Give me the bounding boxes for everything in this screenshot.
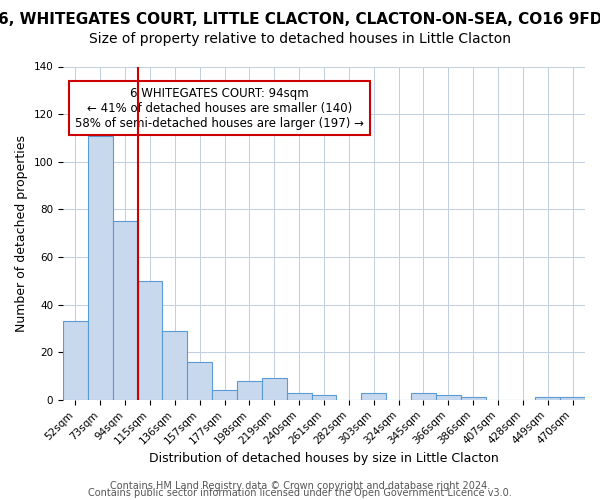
- X-axis label: Distribution of detached houses by size in Little Clacton: Distribution of detached houses by size …: [149, 452, 499, 465]
- Y-axis label: Number of detached properties: Number of detached properties: [15, 134, 28, 332]
- Text: Contains HM Land Registry data © Crown copyright and database right 2024.: Contains HM Land Registry data © Crown c…: [110, 481, 490, 491]
- Bar: [535, 398, 560, 400]
- Bar: [262, 378, 287, 400]
- Bar: [436, 395, 461, 400]
- Bar: [311, 395, 337, 400]
- Text: 6, WHITEGATES COURT, LITTLE CLACTON, CLACTON-ON-SEA, CO16 9FD: 6, WHITEGATES COURT, LITTLE CLACTON, CLA…: [0, 12, 600, 28]
- Bar: [113, 222, 137, 400]
- Bar: [361, 392, 386, 400]
- Text: 6 WHITEGATES COURT: 94sqm
← 41% of detached houses are smaller (140)
58% of semi: 6 WHITEGATES COURT: 94sqm ← 41% of detac…: [75, 86, 364, 130]
- Bar: [187, 362, 212, 400]
- Bar: [237, 381, 262, 400]
- Text: Contains public sector information licensed under the Open Government Licence v3: Contains public sector information licen…: [88, 488, 512, 498]
- Bar: [137, 281, 163, 400]
- Bar: [287, 392, 311, 400]
- Bar: [411, 392, 436, 400]
- Bar: [212, 390, 237, 400]
- Bar: [560, 398, 585, 400]
- Bar: [163, 331, 187, 400]
- Bar: [63, 322, 88, 400]
- Bar: [461, 398, 485, 400]
- Bar: [88, 136, 113, 400]
- Text: Size of property relative to detached houses in Little Clacton: Size of property relative to detached ho…: [89, 32, 511, 46]
